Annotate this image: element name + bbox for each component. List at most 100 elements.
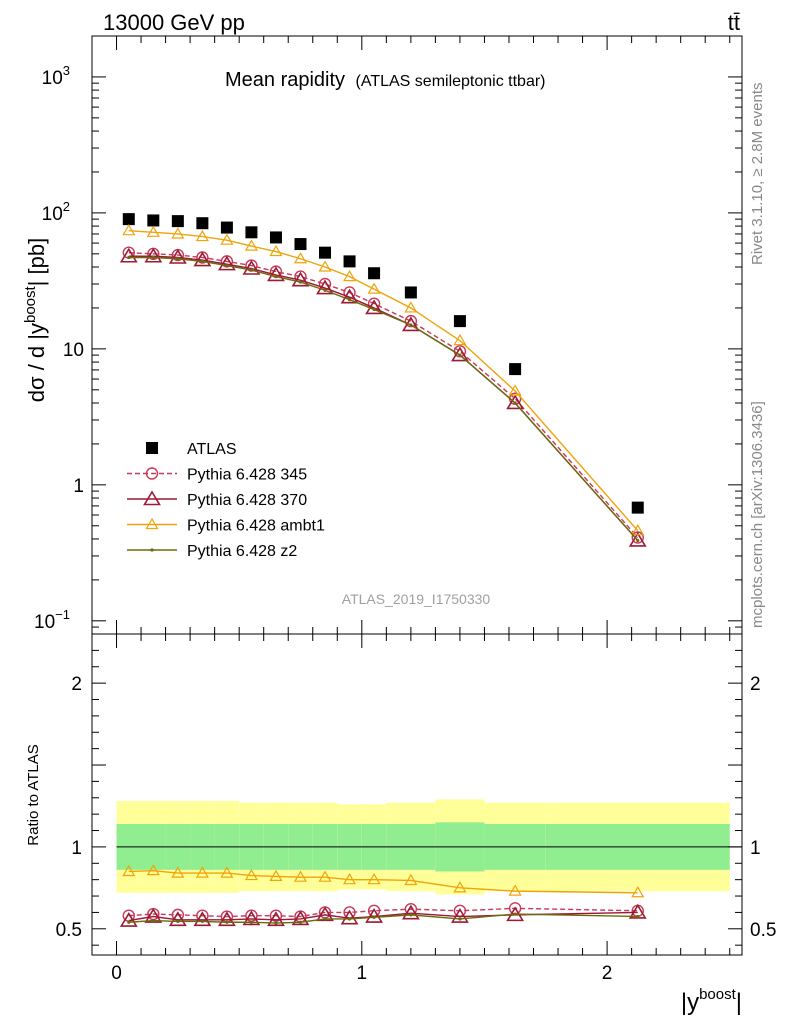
main-point-3-0 <box>122 223 136 236</box>
process-label: tt̄ <box>728 10 740 35</box>
ratio-frame <box>91 633 743 956</box>
energy-label: 13000 GeV pp <box>103 10 245 35</box>
legend-label-3: Pythia 6.428 ambt1 <box>187 518 325 535</box>
main-point-3-12 <box>453 333 467 346</box>
ratio-point-3-2 <box>176 919 180 924</box>
ratio-point-3-10 <box>372 915 376 919</box>
ratio-point-2-6 <box>269 869 283 881</box>
ratio-point-1-3 <box>193 911 212 927</box>
ratio-point-1-0 <box>119 912 138 927</box>
main-point-4-12 <box>458 353 462 357</box>
ratio-line-0 <box>128 907 638 918</box>
legend-label-1: Pythia 6.428 345 <box>187 467 307 484</box>
main-point-3-9 <box>343 269 357 282</box>
main-point-0-11 <box>404 286 417 299</box>
ratio-line-2 <box>128 869 638 894</box>
main-ytick-label-4: 103 <box>42 63 70 89</box>
ratio-ytick-label-right-0: 0.5 <box>750 920 776 941</box>
analysis-watermark: ATLAS_2019_I1750330 <box>342 591 491 607</box>
main-point-0-3 <box>196 217 209 230</box>
main-point-0-7 <box>294 238 307 251</box>
ratio-point-1-4 <box>217 911 236 927</box>
main-point-3-14 <box>631 524 645 536</box>
main-point-4-0 <box>127 255 131 260</box>
ratio-ytick-label-left-1: 1 <box>71 838 82 859</box>
ratio-point-3-0 <box>127 920 131 924</box>
ratio-point-3-4 <box>225 920 229 924</box>
main-point-0-5 <box>245 226 258 239</box>
ratio-point-2-2 <box>171 866 185 878</box>
axes-layer: 10−1 1 10 102 103 0 1 2 0.5 0.5 1 1 2 2 <box>34 35 776 984</box>
main-point-4-8 <box>323 288 327 292</box>
main-point-0-1 <box>147 214 160 227</box>
main-point-4-11 <box>409 323 413 327</box>
main-point-2-5 <box>242 259 261 275</box>
main-point-2-11 <box>401 316 420 332</box>
ratio-point-1-9 <box>340 909 359 925</box>
main-point-0-4 <box>220 221 233 234</box>
main-point-1-9 <box>343 286 356 299</box>
ratio-point-3-7 <box>298 920 303 924</box>
main-point-3-1 <box>146 225 160 237</box>
main-line-3 <box>128 229 639 532</box>
legend-marker-3 <box>145 517 159 530</box>
legend-label-4: Pythia 6.428 z2 <box>187 543 297 560</box>
main-point-0-8 <box>319 246 332 259</box>
ratio-point-2-14 <box>631 886 645 898</box>
ratio-point-3-13 <box>513 912 517 916</box>
main-point-2-12 <box>451 346 469 362</box>
main-y-axis-label: dσ / d |yboost| [pb] <box>22 238 49 402</box>
main-point-0-14 <box>631 501 644 514</box>
legend-marker-0 <box>146 442 158 454</box>
main-point-2-4 <box>217 255 236 271</box>
ratio-point-2-0 <box>122 864 136 877</box>
ratio-point-3-5 <box>249 920 254 924</box>
ratio-series-layer <box>119 863 647 927</box>
ratio-point-2-3 <box>195 866 209 878</box>
ratio-point-1-7 <box>291 910 310 926</box>
main-point-3-5 <box>244 239 258 251</box>
main-ytick-label-1: 1 <box>73 476 84 497</box>
main-point-4-9 <box>347 298 352 302</box>
ratio-ytick-label-right-1: 1 <box>750 838 761 859</box>
ratio-point-3-1 <box>151 919 155 923</box>
ratio-point-3-14 <box>636 914 640 919</box>
main-line-1 <box>128 251 639 538</box>
main-point-3-4 <box>220 233 234 245</box>
main-point-3-8 <box>318 260 332 272</box>
main-point-0-2 <box>171 215 184 228</box>
chart-title: Mean rapidity (ATLAS semileptonic ttbar) <box>225 69 546 91</box>
main-point-4-6 <box>274 275 278 279</box>
main-point-3-6 <box>269 244 283 257</box>
main-ytick-label-0: 10−1 <box>34 607 70 633</box>
main-point-3-7 <box>293 252 308 264</box>
ratio-point-2-11 <box>404 873 418 886</box>
legend-marker-1 <box>145 467 159 480</box>
rivet-label: Rivet 3.1.10, ≥ 2.8M events <box>749 83 766 266</box>
ratio-point-2-10 <box>367 872 381 885</box>
main-point-2-13 <box>506 394 525 410</box>
main-point-3-3 <box>195 229 209 242</box>
main-point-4-10 <box>372 307 376 312</box>
main-point-3-11 <box>404 301 418 313</box>
main-point-4-3 <box>200 259 204 263</box>
main-point-2-7 <box>291 271 310 287</box>
main-point-2-3 <box>193 251 212 267</box>
main-point-0-9 <box>343 255 356 268</box>
main-point-1-11 <box>404 314 418 328</box>
ratio-point-3-11 <box>409 913 413 917</box>
ratio-point-1-11 <box>401 904 420 920</box>
main-point-0-12 <box>453 315 466 328</box>
main-point-2-0 <box>119 247 138 263</box>
legend-label-2: Pythia 6.428 370 <box>187 492 307 509</box>
ratio-uncertainty-bands <box>116 799 742 895</box>
ratio-y-axis-label: Ratio to ATLAS <box>25 744 42 845</box>
ratio-point-3-6 <box>274 921 278 925</box>
ratio-point-1-10 <box>365 907 383 923</box>
ratio-point-2-9 <box>343 872 357 885</box>
main-ytick-label-3: 102 <box>42 199 70 225</box>
main-point-4-5 <box>249 268 254 272</box>
main-point-0-6 <box>269 231 282 244</box>
main-point-0-13 <box>509 363 522 376</box>
legend: ATLAS Pythia 6.428 345 Pythia 6.428 370 Pyt… <box>127 441 325 560</box>
